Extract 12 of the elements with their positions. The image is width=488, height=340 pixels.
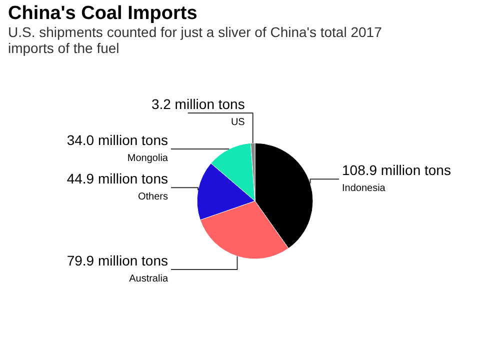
slice-label: Others — [138, 192, 168, 203]
chart-title: China's Coal Imports — [8, 3, 198, 24]
slice-label: Mongolia — [127, 153, 168, 164]
data-label: 44.9 million tons — [66, 170, 168, 187]
slice-label: Indonesia — [342, 183, 386, 194]
data-label: 3.2 million tons — [151, 96, 245, 112]
data-label: 34.0 million tons — [66, 132, 168, 148]
slice-label: Australia — [129, 274, 168, 285]
data-label: 79.9 million tons — [66, 252, 168, 269]
chart-subtitle: U.S. shipments counted for just a sliver of China's total 2017 imports of the fuel — [8, 24, 382, 56]
slice-label: US — [230, 117, 246, 128]
data-label: 108.9 million tons — [342, 162, 451, 178]
